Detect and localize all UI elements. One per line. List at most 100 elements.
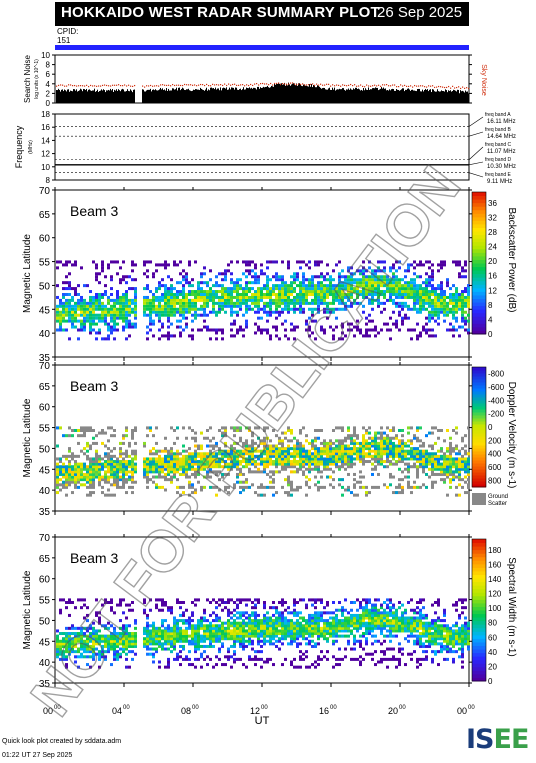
heatmap-cell <box>218 447 221 451</box>
heatmap-cell <box>293 462 296 466</box>
heatmap-cell <box>149 465 152 469</box>
heatmap-cell <box>287 298 290 302</box>
heatmap-cell <box>161 642 164 646</box>
heatmap-cell <box>167 307 170 311</box>
heatmap-cell <box>125 665 128 669</box>
noise-bar <box>336 89 337 103</box>
heatmap-cell <box>95 611 98 615</box>
heatmap-cell <box>224 465 227 469</box>
heatmap-cell <box>68 307 71 311</box>
sky-noise-point <box>258 84 260 86</box>
noise-bar <box>421 91 422 103</box>
heatmap-cell <box>191 290 194 294</box>
heatmap-cell <box>239 287 242 291</box>
heatmap-cell <box>56 462 59 466</box>
heatmap-cell <box>65 465 68 469</box>
heatmap-cell <box>194 460 197 464</box>
heatmap-cell <box>440 449 443 453</box>
heatmap-cell <box>242 287 245 291</box>
heatmap-cell <box>335 287 338 291</box>
heatmap-cell <box>194 665 197 669</box>
heatmap-cell <box>266 444 269 448</box>
heatmap-cell <box>89 325 92 329</box>
heatmap-cell <box>401 452 404 456</box>
heatmap-cell <box>323 457 326 461</box>
heatmap-cell <box>377 472 380 476</box>
heatmap-cell <box>155 483 158 487</box>
heatmap-cell <box>89 428 92 432</box>
heatmap-cell <box>227 292 230 296</box>
sky-noise-point <box>444 86 446 89</box>
heatmap-cell <box>110 663 113 667</box>
noise-bar <box>100 90 101 103</box>
heatmap-cell <box>167 647 170 651</box>
heatmap-cell <box>455 444 458 448</box>
heatmap-cell <box>329 467 332 471</box>
heatmap-cell <box>200 460 203 464</box>
heatmap-cell <box>134 637 137 641</box>
heatmap-cell <box>320 470 323 474</box>
heatmap-cell <box>68 634 71 638</box>
heatmap-cell <box>248 281 251 285</box>
sky-noise-point <box>68 84 70 86</box>
heatmap-cell <box>293 436 296 440</box>
heatmap-cell <box>422 454 425 458</box>
heatmap-cell <box>146 269 149 273</box>
heatmap-cell <box>194 431 197 435</box>
heatmap-cell <box>452 284 455 288</box>
heatmap-cell <box>161 278 164 282</box>
heatmap-cell <box>368 441 371 445</box>
heatmap-cell <box>371 272 374 276</box>
heatmap-cell <box>320 290 323 294</box>
heatmap-cell <box>344 452 347 456</box>
heatmap-cell <box>395 287 398 291</box>
heatmap-cell <box>176 301 179 305</box>
heatmap-cell <box>77 307 80 311</box>
heatmap-cell <box>422 444 425 448</box>
heatmap-cell <box>392 322 395 326</box>
heatmap-cell <box>92 441 95 445</box>
heatmap-cell <box>368 334 371 338</box>
heatmap-cell <box>65 313 68 317</box>
heatmap-cell <box>314 462 317 466</box>
heatmap-cell <box>317 304 320 308</box>
heatmap-cell <box>371 301 374 305</box>
heatmap-cell <box>449 485 452 489</box>
heatmap-cell <box>299 260 302 264</box>
heatmap-cell <box>92 436 95 440</box>
colorbar-swatch <box>472 469 486 473</box>
heatmap-cell <box>302 272 305 276</box>
heatmap-cell <box>314 319 317 323</box>
heatmap-cell <box>311 439 314 443</box>
heatmap-cell <box>233 295 236 299</box>
heatmap-cell <box>185 449 188 453</box>
heatmap-cell <box>242 301 245 305</box>
noise-bar <box>156 90 157 103</box>
heatmap-cell <box>440 467 443 471</box>
heatmap-cell <box>167 629 170 633</box>
heatmap-cell <box>341 290 344 294</box>
heatmap-cell <box>299 460 302 464</box>
heatmap-cell <box>188 639 191 643</box>
heatmap-cell <box>68 460 71 464</box>
heatmap-cell <box>281 462 284 466</box>
sky-noise-point <box>236 84 238 87</box>
heatmap-cell <box>110 460 113 464</box>
heatmap-cell <box>245 462 248 466</box>
heatmap-cell <box>443 319 446 323</box>
heatmap-cell <box>110 639 113 643</box>
heatmap-cell <box>389 284 392 288</box>
heatmap-cell <box>251 444 254 448</box>
heatmap-cell <box>203 632 206 636</box>
heatmap-cell <box>92 639 95 643</box>
noise-bar <box>397 89 398 103</box>
heatmap-cell <box>278 470 281 474</box>
heatmap-cell <box>401 278 404 282</box>
heatmap-cell <box>428 275 431 279</box>
heatmap-cell <box>134 642 137 646</box>
heatmap-cell <box>215 462 218 466</box>
heatmap-cell <box>425 281 428 285</box>
heatmap-cell <box>200 488 203 492</box>
sky-noise-point <box>190 84 192 86</box>
heatmap-cell <box>77 478 80 482</box>
